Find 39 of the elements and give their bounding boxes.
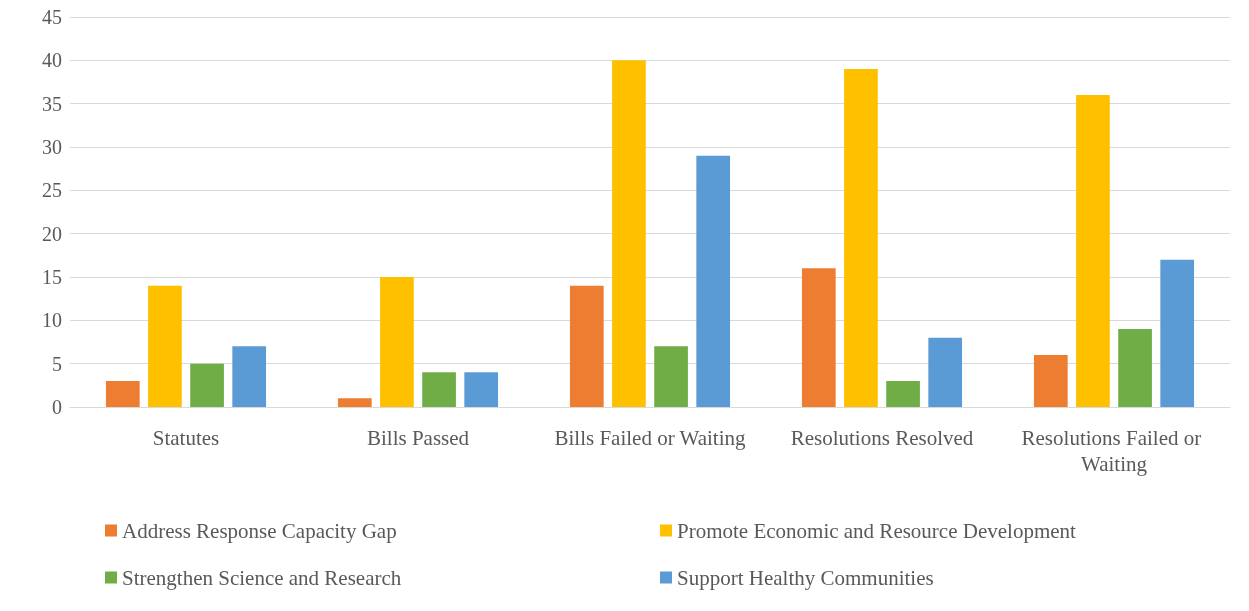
x-tick-label: Statutes — [152, 426, 220, 450]
bar — [696, 155, 731, 407]
bar — [232, 346, 267, 407]
bar — [148, 285, 182, 407]
bar — [1033, 355, 1068, 407]
legend-label: Support Healthy Communities — [677, 565, 934, 590]
bar — [337, 398, 372, 407]
y-tick-label: 20 — [42, 222, 62, 245]
bar — [1160, 259, 1195, 407]
x-tick-label: Resolutions Resolved — [790, 426, 974, 450]
legend-label: Address Response Capacity Gap — [122, 518, 397, 543]
bar — [886, 381, 920, 407]
bar — [464, 372, 499, 407]
y-tick-label: 15 — [42, 266, 62, 288]
y-tick-label: 25 — [42, 179, 62, 202]
legend-label: Strengthen Science and Research — [122, 565, 402, 590]
bar — [1076, 95, 1110, 407]
x-tick-label: Resolutions Failed or Waiting — [1021, 426, 1207, 476]
bar — [928, 337, 963, 407]
bar — [1118, 329, 1152, 407]
y-tick-label: 30 — [42, 136, 62, 158]
y-tick-label: 5 — [52, 352, 62, 375]
legend-label: Promote Economic and Resource Development — [677, 518, 1077, 543]
bar — [612, 60, 646, 407]
y-tick-label: 40 — [42, 49, 62, 72]
y-tick-label: 10 — [42, 309, 62, 332]
y-tick-label: 0 — [52, 396, 62, 418]
bar — [844, 69, 878, 407]
bar — [801, 268, 836, 407]
bar — [569, 285, 604, 407]
x-tick-label: Bills Failed or Waiting — [554, 426, 746, 450]
bar — [654, 346, 688, 407]
x-tick-label: Bills Passed — [366, 426, 470, 450]
bar — [422, 372, 456, 407]
bar — [190, 363, 224, 407]
bar — [380, 277, 414, 407]
bar — [105, 381, 140, 407]
y-tick-label: 35 — [42, 92, 62, 115]
y-tick-label: 45 — [42, 6, 62, 28]
